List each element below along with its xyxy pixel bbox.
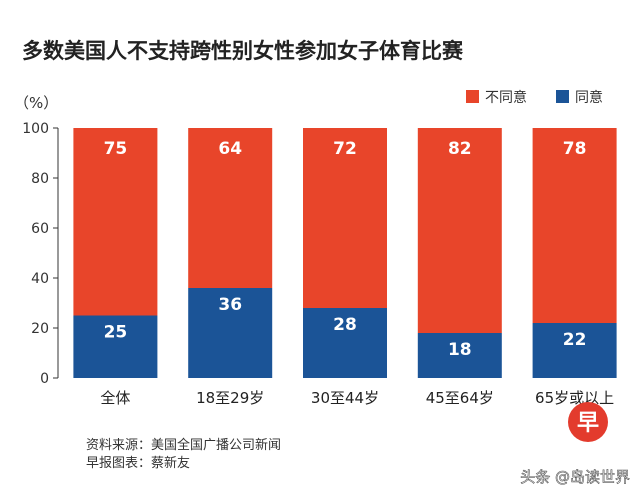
data-label-disagree: 64 xyxy=(218,139,242,159)
data-label-agree: 25 xyxy=(104,323,128,343)
bar-agree xyxy=(303,308,387,378)
y-tick-label: 0 xyxy=(40,371,49,387)
logo-char: 早 xyxy=(577,411,599,436)
data-label-disagree: 78 xyxy=(563,139,587,159)
zaobao-logo-icon xyxy=(568,402,608,442)
y-tick-label: 80 xyxy=(31,171,49,187)
data-label-disagree: 72 xyxy=(333,139,357,159)
watermark: 早 头条 @岛读世界 xyxy=(520,402,630,486)
data-label-disagree: 82 xyxy=(448,139,472,159)
y-tick-label: 60 xyxy=(31,221,49,237)
unit-label: （%） xyxy=(14,94,58,112)
plot-area: 0 20 40 60 80 100 75 25 全体 64 36 18至29岁 72 28 30至44岁 82… xyxy=(22,121,617,407)
data-label-disagree: 75 xyxy=(104,139,128,159)
bar-disagree xyxy=(532,128,617,323)
legend-label-disagree: 不同意 xyxy=(485,89,527,106)
x-category-label: 30至44岁 xyxy=(311,389,379,407)
data-label-agree: 36 xyxy=(218,295,242,315)
data-label-agree: 28 xyxy=(333,315,357,335)
credit-note: 早报图表：蔡新友 xyxy=(86,455,190,471)
bar-agree xyxy=(188,288,273,378)
bar-agree xyxy=(417,333,502,378)
x-category-label: 65岁或以上 xyxy=(535,389,614,407)
watermark-text: 头条 @岛读世界 xyxy=(520,468,630,486)
bar-disagree xyxy=(188,128,273,288)
bar-agree xyxy=(532,323,617,378)
legend-swatch-disagree xyxy=(466,90,479,103)
data-label-agree: 18 xyxy=(448,340,472,360)
bar-disagree xyxy=(417,128,502,333)
legend-swatch-agree xyxy=(556,90,569,103)
y-tick-label: 100 xyxy=(22,121,49,137)
x-category-label: 全体 xyxy=(100,389,130,407)
y-tick-label: 20 xyxy=(31,321,49,337)
bar-disagree xyxy=(73,128,158,316)
bar-disagree xyxy=(303,128,387,308)
x-category-label: 45至64岁 xyxy=(426,389,494,407)
x-category-label: 18至29岁 xyxy=(196,389,264,407)
legend: 不同意 同意 xyxy=(466,89,603,106)
legend-label-agree: 同意 xyxy=(575,89,603,106)
data-label-agree: 22 xyxy=(563,330,587,350)
bar-agree xyxy=(73,315,158,378)
source-note: 资料来源：美国全国广播公司新闻 xyxy=(86,437,281,453)
chart-title: 多数美国人不支持跨性别女性参加女子体育比赛 xyxy=(22,39,464,63)
y-tick-label: 40 xyxy=(31,271,49,287)
